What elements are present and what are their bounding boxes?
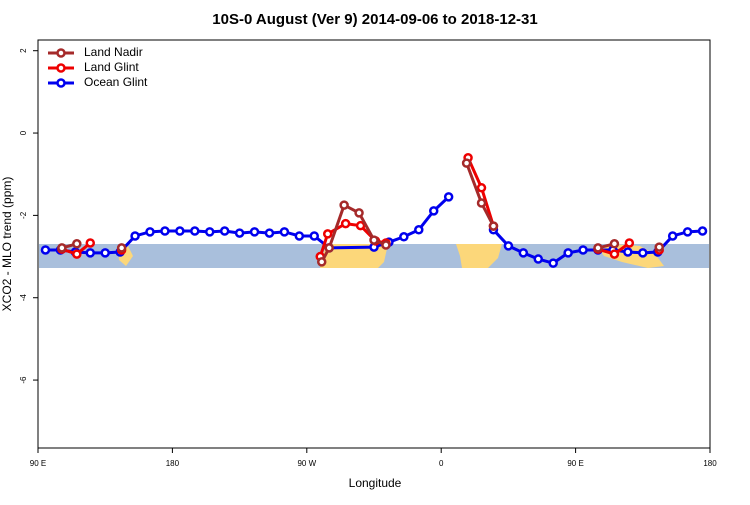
point [85,248,96,258]
point [322,229,333,239]
plot-frame [37,39,711,449]
point [533,254,544,264]
point [234,228,245,238]
point [324,243,334,253]
legend-marker [56,78,66,88]
point [476,198,487,208]
point [100,248,110,258]
point [279,227,290,237]
point [667,231,678,241]
y-tick-label: -4 [19,294,28,302]
point [609,249,620,259]
point [340,218,351,229]
point [428,206,439,216]
x-tick-label: 180 [703,459,717,468]
point [130,231,140,241]
point [204,227,215,237]
point [369,235,379,245]
land-patch [456,244,502,268]
point [85,238,96,248]
series-line [62,158,659,257]
x-tick-label: 90 E [30,459,46,468]
point [145,227,155,237]
y-axis-label: XCO2 - MLO trend (ppm) [0,177,14,312]
point [309,231,320,241]
point [563,248,573,258]
point [578,245,588,255]
legend-marker [56,63,66,73]
point [682,227,693,237]
point [354,208,364,218]
x-tick-label: 90 W [297,459,316,468]
point [414,225,424,235]
y-tick-label: 0 [19,130,28,135]
point [57,243,67,253]
point [503,241,514,251]
point [624,238,635,248]
x-tick-label: 0 [439,459,444,468]
point [488,221,499,231]
point [116,243,127,253]
point [476,183,487,193]
point [190,226,200,236]
point [609,239,620,249]
x-tick-label: 90 E [567,459,583,468]
point [399,232,409,242]
legend-label: Ocean Glint [84,75,148,89]
point [339,200,349,210]
y-tick-label: -2 [19,211,28,219]
point [461,158,472,168]
point [548,258,558,268]
point [623,247,633,257]
point [249,227,260,237]
point [264,228,275,238]
point [72,239,82,249]
point [316,257,327,267]
y-tick-label: 2 [19,48,28,53]
point [40,245,51,255]
x-tick-label: 180 [166,459,180,468]
chart-title: 10S-0 August (Ver 9) 2014-09-06 to 2018-… [212,11,537,28]
x-axis-label: Longitude [349,476,402,490]
point [294,231,305,241]
point [175,226,185,236]
point [72,249,82,259]
point [638,248,648,258]
point [355,220,366,231]
point [518,248,529,258]
point [697,226,708,236]
legend-label: Land Nadir [84,45,143,59]
legend-label: Land Glint [84,60,139,74]
point [219,226,230,236]
point [381,240,391,250]
point [443,192,454,202]
point [593,243,603,253]
point [654,242,664,252]
legend-marker [56,48,66,58]
point [160,226,170,236]
y-tick-label: -6 [19,376,28,384]
